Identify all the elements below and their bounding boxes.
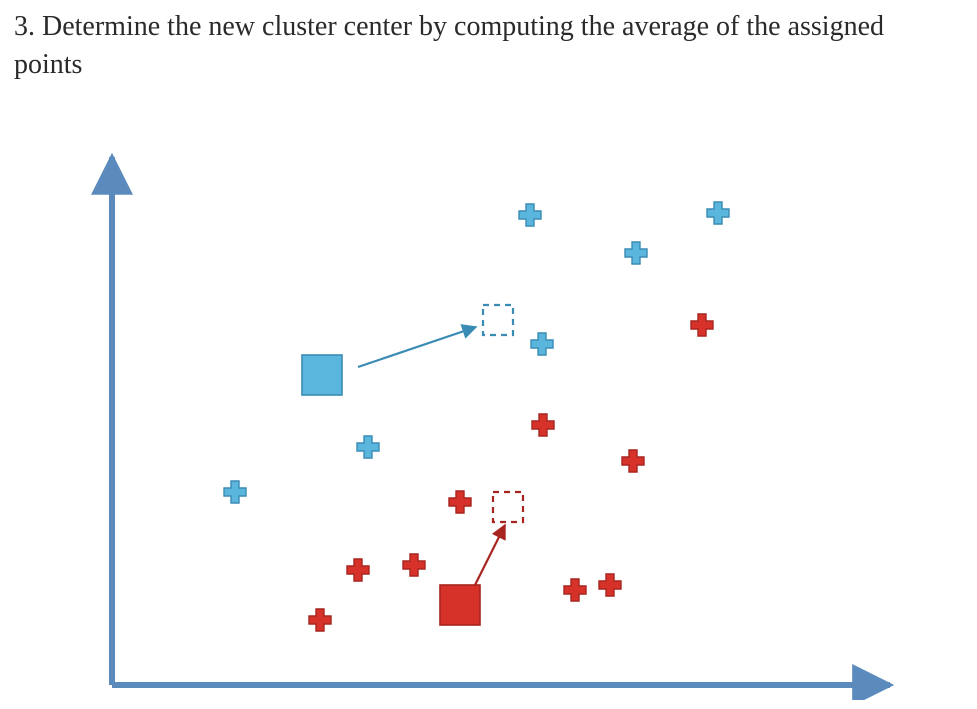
cluster-diagram <box>80 145 900 700</box>
diagram-svg <box>80 145 900 700</box>
page: 3. Determine the new cluster center by c… <box>0 0 977 709</box>
caption-text: 3. Determine the new cluster center by c… <box>14 8 914 84</box>
red-center-old <box>440 585 480 625</box>
blue-center-old <box>302 355 342 395</box>
